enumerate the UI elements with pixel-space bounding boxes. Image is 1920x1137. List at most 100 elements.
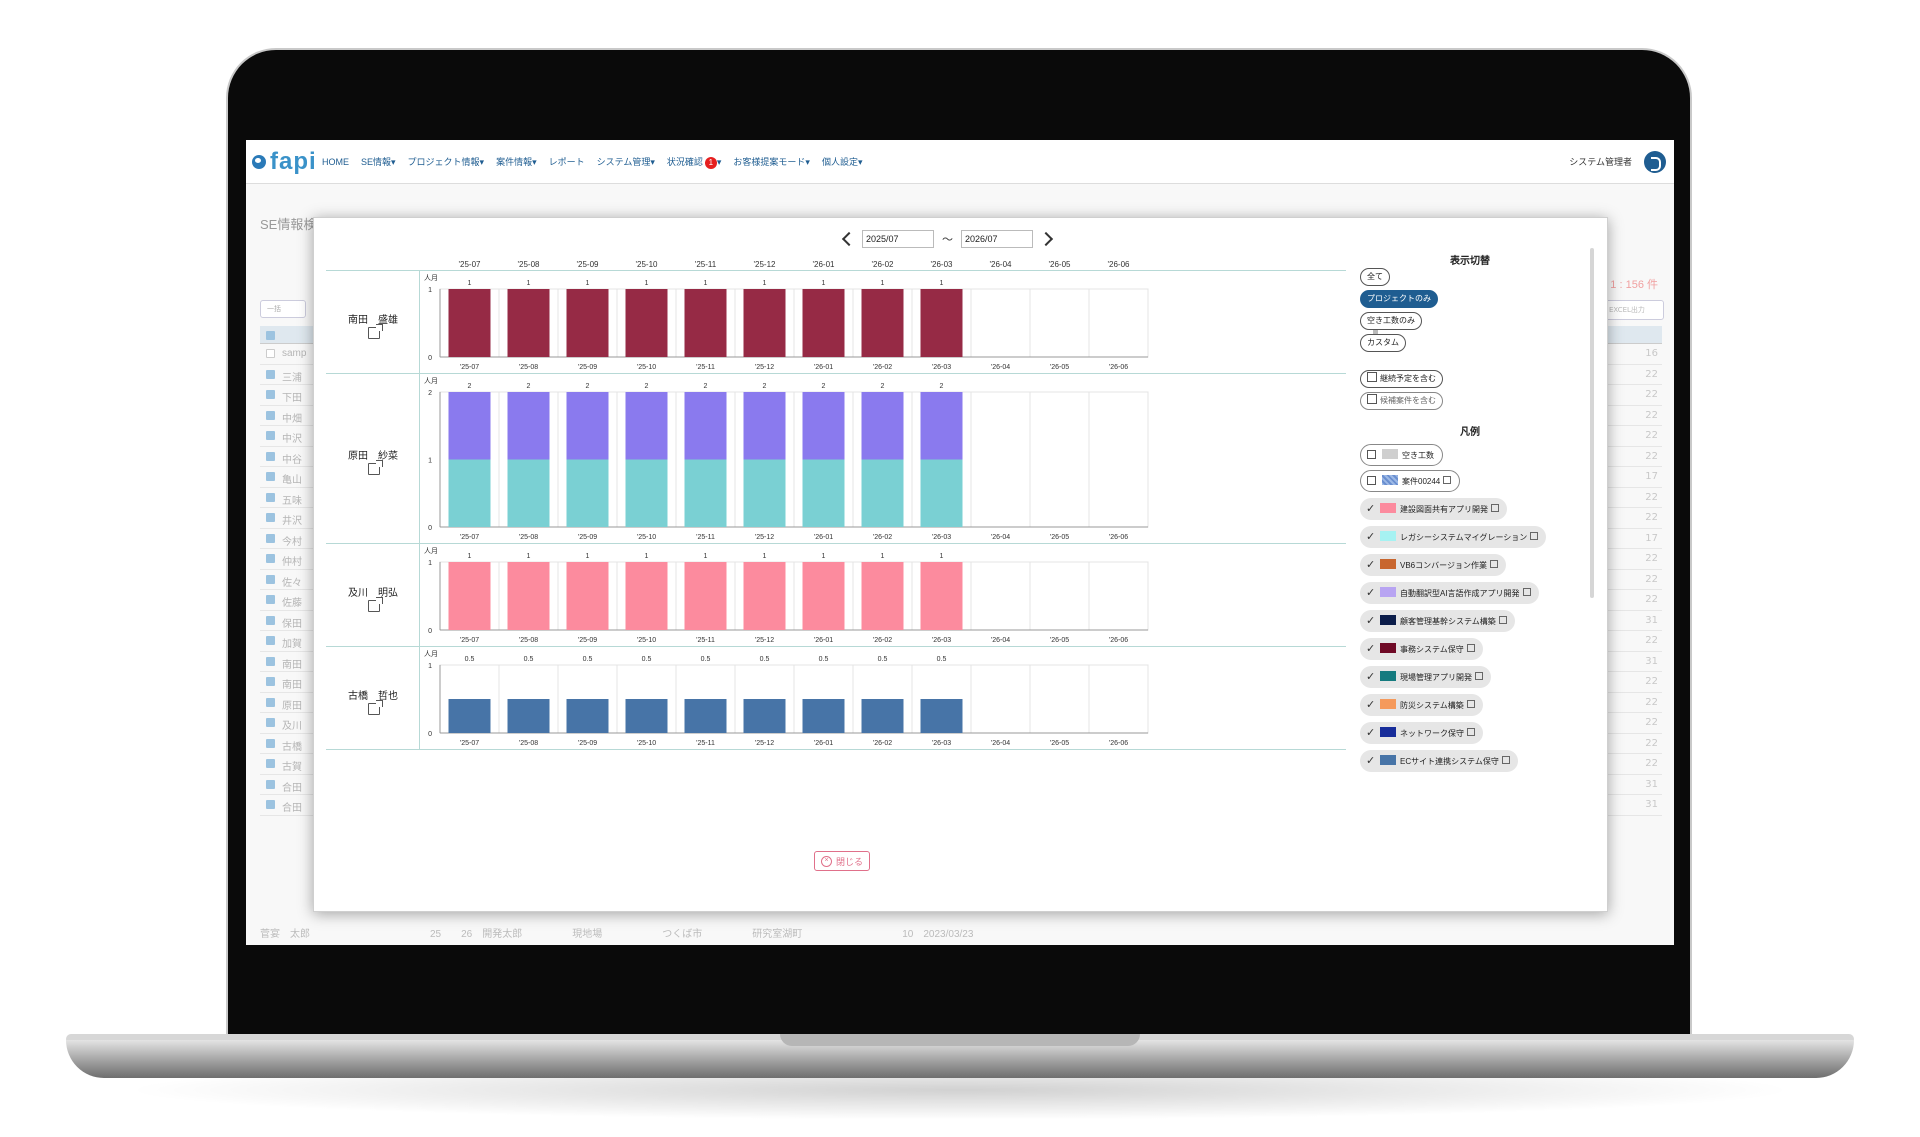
include-continuation-toggle[interactable]: 継続予定を含む bbox=[1360, 370, 1443, 388]
x-tick-label: '26-03 bbox=[932, 740, 951, 747]
x-tick-label: '26-01 bbox=[814, 534, 833, 541]
logout-icon[interactable] bbox=[1644, 151, 1666, 173]
nav-item[interactable]: お客様提案モード▾ bbox=[733, 157, 810, 167]
row-checkbox[interactable] bbox=[266, 656, 275, 666]
bar-segment bbox=[861, 459, 904, 527]
nav-item[interactable]: 状況確認 1 ▾ bbox=[667, 155, 721, 169]
legend-item[interactable]: 案件00244 bbox=[1360, 470, 1461, 492]
legend-item[interactable]: ✓ レガシーシステムマイグレーション bbox=[1360, 526, 1547, 548]
bar-value-label: 1 bbox=[940, 553, 944, 560]
row-checkbox[interactable] bbox=[266, 718, 275, 727]
row-checkbox[interactable] bbox=[266, 677, 275, 686]
row-checkbox[interactable] bbox=[266, 349, 275, 358]
x-tick-label: '25-10 bbox=[637, 637, 656, 644]
external-link-icon[interactable] bbox=[368, 596, 383, 612]
legend-item[interactable]: ✓ 建設図面共有アプリ開発 bbox=[1360, 498, 1507, 520]
external-link-icon[interactable] bbox=[368, 460, 383, 475]
legend-item[interactable]: ✓ 自動翻訳型AI言語作成アプリ開発 bbox=[1360, 582, 1539, 604]
legend-scrollbar[interactable] bbox=[1590, 248, 1594, 598]
grid-cell bbox=[970, 664, 1031, 734]
legend-item[interactable]: ✓ 防災システム構築 bbox=[1360, 694, 1483, 716]
external-link-icon[interactable] bbox=[1467, 728, 1475, 736]
top-axis-tick-label: '25-12 bbox=[754, 260, 777, 269]
date-to-input[interactable] bbox=[961, 230, 1033, 248]
external-link-icon[interactable] bbox=[1491, 504, 1499, 512]
user-name[interactable]: システム管理者 bbox=[1569, 157, 1632, 167]
legend-item[interactable]: ✓ ネットワーク保守 bbox=[1360, 722, 1483, 744]
display-option[interactable]: 空き工数のみ bbox=[1360, 312, 1422, 330]
external-link-icon[interactable] bbox=[368, 323, 383, 339]
row-checkbox[interactable] bbox=[266, 595, 275, 604]
display-option[interactable]: 全て bbox=[1360, 268, 1390, 286]
external-link-icon[interactable] bbox=[1522, 588, 1531, 596]
nav-item[interactable]: HOME bbox=[322, 156, 349, 167]
y-tick-label: 1 bbox=[428, 287, 432, 294]
external-link-icon[interactable] bbox=[1466, 644, 1475, 652]
prev-month-icon[interactable] bbox=[841, 231, 857, 247]
row-checkbox[interactable] bbox=[266, 636, 275, 645]
bulk-button[interactable]: 一括 bbox=[260, 300, 306, 318]
row-checkbox[interactable] bbox=[266, 390, 275, 399]
bar-segment bbox=[743, 699, 786, 733]
close-button[interactable]: × 閉じる bbox=[814, 851, 870, 871]
external-link-icon[interactable] bbox=[368, 699, 383, 715]
legend-item[interactable]: ✓ 現場管理アプリ開発 bbox=[1360, 666, 1491, 688]
row-checkbox[interactable] bbox=[266, 533, 275, 543]
top-month-axis: '25-07 '25-08 '25-09 '25-10 '25-11 '25-12 '26-… bbox=[326, 255, 1346, 271]
excel-export-button[interactable]: EXCEL出力 bbox=[1602, 300, 1664, 320]
include-candidate-toggle[interactable]: 候補案件を含む bbox=[1360, 392, 1443, 410]
nav-item[interactable]: プロジェクト情報▾ bbox=[407, 157, 485, 167]
legend-item[interactable]: ✓ ECサイト連携システム保守 bbox=[1360, 750, 1518, 772]
table-cell: 22 bbox=[1598, 385, 1662, 406]
row-checkbox[interactable] bbox=[266, 759, 275, 768]
next-month-icon[interactable] bbox=[1038, 231, 1054, 247]
select-all-checkbox[interactable] bbox=[266, 331, 275, 340]
row-checkbox[interactable] bbox=[266, 492, 275, 502]
legend-item[interactable]: 空き工数 bbox=[1360, 444, 1443, 466]
external-link-icon[interactable] bbox=[1498, 616, 1507, 624]
app-logo[interactable]: fapi bbox=[252, 148, 318, 176]
external-link-icon[interactable] bbox=[1475, 672, 1483, 680]
legend-label: ネットワーク保守 bbox=[1400, 729, 1464, 738]
bar-segment bbox=[743, 562, 786, 630]
row-checkbox[interactable] bbox=[266, 554, 275, 563]
x-tick-label: '26-03 bbox=[932, 364, 951, 371]
external-link-icon[interactable] bbox=[1501, 756, 1510, 764]
bar-value-label: 0.5 bbox=[642, 656, 652, 663]
row-checkbox[interactable] bbox=[266, 513, 275, 522]
bar-segment bbox=[684, 699, 727, 733]
external-link-icon[interactable] bbox=[1489, 560, 1498, 568]
row-checkbox[interactable] bbox=[266, 697, 275, 707]
row-checkbox[interactable] bbox=[266, 431, 275, 440]
bar-value-label: 1 bbox=[763, 553, 767, 560]
legend-swatch bbox=[1380, 559, 1396, 569]
legend-item[interactable]: ✓ 事務システム保守 bbox=[1360, 638, 1483, 660]
row-checkbox[interactable] bbox=[266, 574, 275, 584]
row-checkbox[interactable] bbox=[266, 451, 275, 461]
nav-item[interactable]: SE情報▾ bbox=[361, 157, 396, 167]
row-checkbox[interactable] bbox=[266, 738, 275, 748]
nav-item[interactable]: レポート bbox=[548, 157, 585, 167]
row-checkbox[interactable] bbox=[266, 615, 275, 625]
row-checkbox[interactable] bbox=[266, 472, 275, 481]
nav-item[interactable]: システム管理▾ bbox=[596, 157, 655, 167]
row-name: 中沢 bbox=[282, 434, 302, 445]
display-option[interactable]: プロジェクトのみ bbox=[1360, 290, 1438, 308]
row-checkbox[interactable] bbox=[266, 800, 275, 809]
nav-item[interactable]: 個人設定▾ bbox=[821, 157, 863, 167]
date-from-input[interactable] bbox=[862, 230, 934, 248]
display-option[interactable]: カスタム bbox=[1360, 334, 1406, 352]
top-axis-tick-label: '26-03 bbox=[931, 260, 954, 269]
workload-charts[interactable]: '25-07 '25-08 '25-09 '25-10 '25-11 '25-12 '26-… bbox=[326, 255, 1356, 875]
external-link-icon[interactable] bbox=[1443, 476, 1452, 484]
row-name: 原田 bbox=[282, 700, 302, 712]
external-link-icon[interactable] bbox=[1466, 700, 1475, 708]
external-link-icon[interactable] bbox=[1530, 532, 1539, 540]
row-checkbox[interactable] bbox=[266, 410, 275, 420]
row-checkbox[interactable] bbox=[266, 369, 275, 379]
nav-item[interactable]: 案件情報▾ bbox=[496, 157, 537, 167]
legend-item[interactable]: ✓ VB6コンバージョン作業 bbox=[1360, 554, 1506, 576]
legend-item[interactable]: ✓ 顧客管理基幹システム構築 bbox=[1360, 610, 1515, 632]
row-name: 仲村 bbox=[282, 557, 302, 568]
row-checkbox[interactable] bbox=[266, 779, 275, 789]
